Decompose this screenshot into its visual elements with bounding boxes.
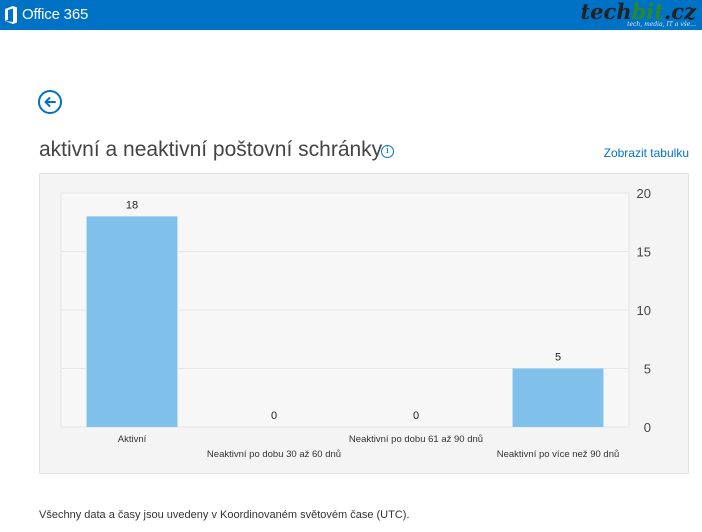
watermark-tagline: tech, media, IT a vše... [627,21,696,28]
app-title[interactable]: Office 365 [22,6,89,23]
watermark-logo: techbit.cz tech, media, IT a vše... [580,0,696,28]
show-table-link[interactable]: Zobrazit tabulku [603,146,689,160]
watermark-brand: techbit.cz [580,0,696,24]
data-label: 5 [555,352,561,364]
data-label: 18 [126,199,138,211]
category-label: Neaktivní po dobu 30 až 60 dnů [207,449,341,460]
y-tick-label: 0 [644,420,651,435]
info-icon[interactable]: i [381,145,394,158]
category-label: Aktivní [118,434,147,445]
y-tick-label: 20 [637,186,651,201]
bar-4 [512,368,604,427]
back-button[interactable] [38,90,62,114]
data-label: 0 [413,410,419,422]
y-tick-label: 5 [644,362,651,377]
y-tick-label: 15 [637,245,651,260]
arrow-left-icon [44,97,56,107]
category-label: Neaktivní po dobu 61 až 90 dnů [349,434,483,445]
page-title: aktivní a neaktivní poštovní schránky [39,138,383,161]
y-tick-label: 10 [637,303,651,318]
top-bar: Office 365 techbit.cz tech, media, IT a … [0,0,702,30]
utc-footnote: Všechny data a časy jsou uvedeny v Koord… [39,509,410,521]
mailbox-activity-chart: 0 5 10 15 20 18 Aktivní 0 Neaktivní po dobu 30 a… [60,186,651,460]
office-logo-icon[interactable] [4,6,18,24]
chart-panel: 0 5 10 15 20 18 Aktivní 0 Neaktivní po dobu 30 a… [39,173,689,474]
category-label: Neaktivní po více než 90 dnů [497,449,620,460]
bar-1 [86,216,178,427]
data-label: 0 [271,410,277,422]
